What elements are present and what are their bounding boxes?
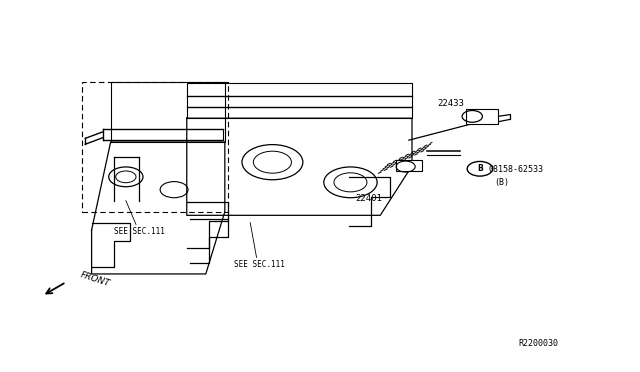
Text: R2200030: R2200030 bbox=[518, 339, 558, 348]
Text: B: B bbox=[477, 164, 483, 173]
Text: FRONT: FRONT bbox=[79, 270, 111, 288]
Text: 22401: 22401 bbox=[355, 194, 382, 203]
Text: SEE SEC.111: SEE SEC.111 bbox=[234, 260, 285, 269]
Bar bbox=[396, 160, 422, 171]
Text: 08158-62533: 08158-62533 bbox=[488, 165, 543, 174]
Text: SEE SEC.111: SEE SEC.111 bbox=[114, 227, 164, 236]
Bar bbox=[82, 81, 228, 212]
Bar bbox=[466, 109, 498, 124]
Text: 22433: 22433 bbox=[437, 99, 464, 108]
Text: (B): (B) bbox=[495, 178, 509, 187]
